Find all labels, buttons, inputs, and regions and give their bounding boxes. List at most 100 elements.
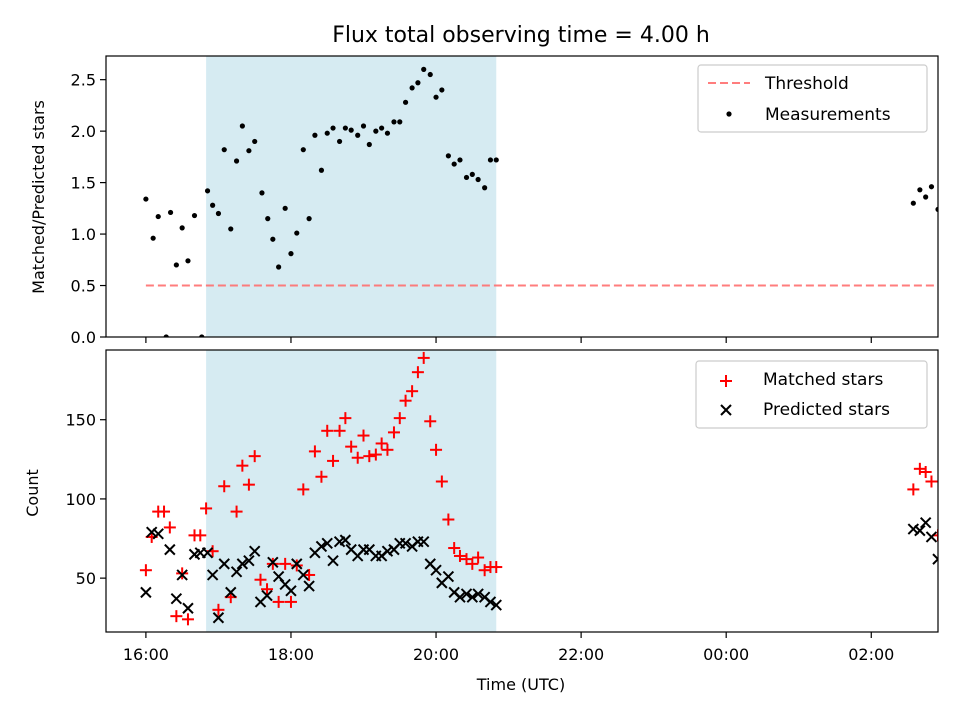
matched-star-point (297, 483, 310, 496)
matched-star-point (466, 557, 479, 570)
matched-star-point (158, 505, 171, 518)
matched-star-point (218, 480, 231, 493)
matched-star-point (417, 351, 430, 364)
measurement-point (415, 80, 421, 86)
predicted-legend-label: Predicted stars (763, 400, 890, 420)
x-tick-label: 00:00 (703, 645, 749, 664)
matched-star-point (279, 557, 292, 570)
measurement-point (451, 161, 457, 167)
matched-star-point (176, 567, 189, 580)
matched-star-point (321, 424, 334, 437)
measurement-point (312, 132, 318, 138)
y-tick-label: 100 (65, 490, 96, 509)
count-panel: 50 100 150 16:00 18:00 20:00 22:00 00:00 02:00 (65, 349, 939, 664)
y-tick-label: 150 (65, 411, 96, 430)
measurement-point (409, 85, 415, 91)
matched-star-point (308, 445, 321, 458)
predicted-star-point (925, 531, 938, 543)
measurement-point (427, 71, 433, 78)
measurements-legend-swatch (726, 111, 732, 117)
threshold-legend-label: Threshold (764, 74, 849, 94)
measurement-point (306, 216, 312, 222)
matched-star-point (406, 385, 419, 398)
matched-star-point (351, 451, 364, 464)
predicted-star-point (327, 555, 339, 567)
matched-star-point (333, 424, 346, 437)
predicted-star-point (291, 558, 303, 570)
predicted-star-point (430, 564, 442, 576)
measurement-point (288, 251, 294, 257)
x-tick-label: 20:00 (413, 645, 459, 664)
matched-star-point (212, 603, 225, 616)
measurement-point (355, 132, 361, 138)
measurement-point (276, 264, 282, 270)
measurement-point (360, 123, 367, 129)
predicted-star-point (321, 537, 333, 549)
measurement-point (228, 226, 234, 232)
matched-star-point (393, 412, 406, 425)
measurement-point (475, 176, 481, 183)
measurement-point (373, 128, 379, 134)
predicted-star-point (914, 524, 926, 537)
y-tick-label: 2.5 (71, 71, 96, 90)
measurement-point (336, 138, 343, 145)
predicted-star-point (201, 547, 214, 559)
measurement-point (935, 206, 938, 212)
measurement-point (379, 125, 385, 131)
matched-star-point (490, 561, 503, 574)
measurement-point (173, 262, 179, 268)
matched-star-point (363, 450, 376, 463)
predicted-star-point (230, 566, 243, 578)
measurement-point (439, 87, 445, 93)
measurement-point (215, 210, 222, 217)
measurement-point (928, 184, 935, 190)
matched-star-point (442, 513, 455, 526)
measurement-point (265, 216, 271, 222)
measurement-point (384, 130, 391, 136)
x-tick-label: 16:00 (123, 645, 169, 664)
measurement-point (155, 213, 161, 220)
y-tick-label: 0.0 (71, 328, 96, 347)
measurement-point (233, 158, 240, 164)
matched-star-point (430, 443, 443, 456)
axes-frame (105, 349, 939, 633)
matched-star-point (907, 483, 920, 496)
measurement-point (433, 94, 439, 100)
measurement-point (445, 153, 451, 159)
measurement-point (143, 196, 149, 202)
observing-window-band (206, 56, 497, 337)
matched-star-point (163, 521, 176, 534)
measurement-point (402, 99, 409, 105)
measurement-point (493, 157, 499, 163)
measurement-point (150, 235, 156, 241)
predicted-star-point (399, 537, 412, 549)
predicted-star-point (212, 612, 225, 624)
predicted-star-point (315, 540, 328, 553)
measurement-point (259, 190, 265, 196)
axes-frame (105, 55, 939, 338)
matched-star-point (284, 595, 297, 608)
measurement-point (397, 119, 403, 125)
chart-title: Flux total observing time = 4.00 h (332, 23, 710, 48)
predicted-star-point (339, 534, 352, 546)
measurement-point (366, 141, 372, 148)
measurement-point (185, 258, 191, 264)
matched-star-point (387, 426, 400, 439)
y-tick-label: 50 (76, 569, 96, 588)
predicted-star-point (460, 588, 473, 600)
predicted-star-point (932, 553, 938, 565)
predicted-star-point (261, 589, 273, 602)
x-axis-label: Time (UTC) (476, 675, 565, 694)
predicted-star-point (454, 591, 466, 603)
predicted-star-point (218, 558, 230, 570)
predicted-star-point (285, 585, 297, 597)
measurement-point (482, 185, 488, 191)
predicted-star-point (919, 516, 932, 529)
matched-star-point (453, 549, 466, 562)
y-tick-label: 1.0 (71, 225, 96, 244)
measurement-point (221, 147, 227, 153)
matched-legend-label: Matched stars (763, 370, 883, 390)
x-tick-label: 18:00 (268, 645, 314, 664)
measurement-point (421, 66, 427, 72)
